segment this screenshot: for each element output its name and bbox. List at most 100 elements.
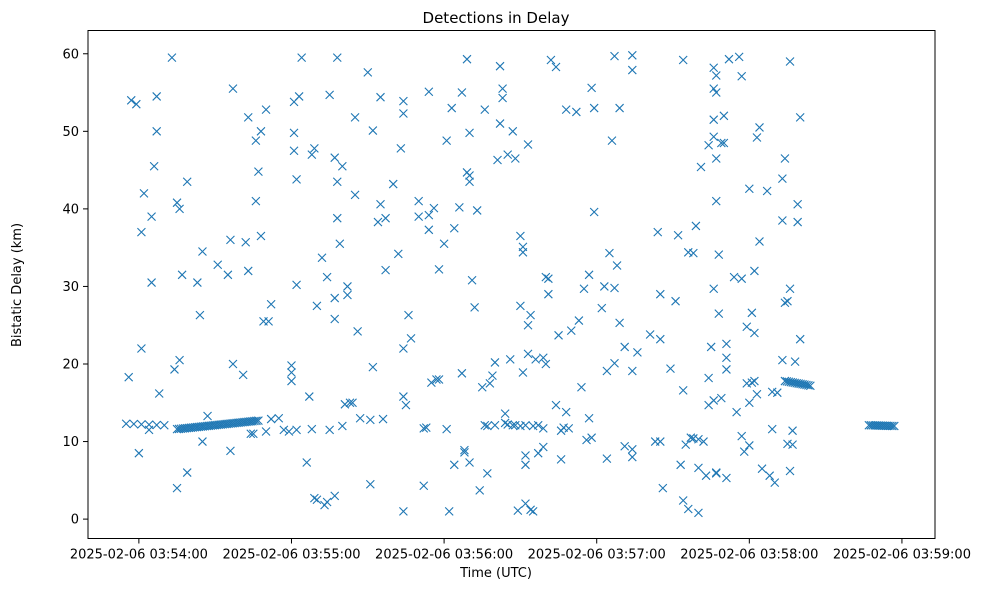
data-point: [465, 458, 474, 467]
x-tick-label: 2025-02-06 03:55:00: [222, 548, 360, 563]
data-point: [292, 175, 301, 184]
data-point: [719, 111, 729, 121]
data-point: [309, 143, 319, 153]
data-point: [355, 413, 365, 423]
data-point: [419, 481, 429, 491]
data-point: [348, 398, 357, 408]
data-point: [279, 425, 289, 435]
data-point: [365, 479, 375, 489]
data-point: [490, 358, 500, 367]
data-point: [121, 419, 131, 429]
data-point: [482, 421, 492, 431]
data-point: [671, 296, 680, 306]
data-point: [365, 415, 375, 425]
data-point: [673, 230, 683, 240]
data-point: [709, 115, 719, 125]
data-point: [620, 441, 630, 451]
data-point: [755, 237, 764, 246]
data-point: [401, 400, 411, 410]
data-point: [579, 284, 589, 294]
data-point: [457, 368, 467, 378]
data-point: [655, 437, 665, 446]
data-point: [744, 184, 754, 194]
data-point: [332, 213, 342, 223]
data-point: [424, 87, 434, 97]
y-tick-label: 0: [71, 513, 79, 528]
data-point: [368, 126, 378, 135]
data-point: [681, 440, 691, 450]
data-point: [322, 272, 332, 282]
data-point: [243, 266, 253, 276]
data-point: [571, 107, 581, 117]
data-point: [488, 371, 497, 381]
data-point: [523, 320, 533, 330]
data-point: [467, 275, 477, 285]
data-point: [172, 198, 182, 208]
data-point: [317, 253, 327, 263]
data-point: [223, 270, 233, 280]
data-point: [584, 413, 594, 423]
data-point: [414, 212, 424, 222]
data-point: [439, 239, 449, 249]
data-point: [729, 272, 739, 282]
data-point: [523, 349, 533, 359]
data-point: [261, 105, 271, 114]
data-point: [493, 155, 502, 165]
data-point: [337, 421, 347, 431]
data-point: [554, 330, 563, 340]
data-point: [691, 221, 701, 231]
x-axis-label: Time (UTC): [459, 566, 532, 581]
data-point: [676, 460, 686, 470]
data-point: [287, 368, 296, 377]
data-point: [615, 103, 624, 113]
data-point: [686, 433, 696, 443]
y-tick-label: 10: [62, 435, 79, 450]
data-point: [256, 126, 266, 136]
data-point: [289, 128, 299, 138]
data-point: [788, 426, 797, 436]
data-point: [137, 419, 146, 429]
data-point: [134, 448, 144, 458]
data-point: [587, 83, 597, 93]
data-point: [343, 282, 352, 291]
data-point: [368, 362, 378, 372]
data-point: [434, 375, 444, 384]
y-tick-label: 30: [62, 280, 79, 295]
data-point: [655, 289, 665, 299]
data-point: [465, 171, 474, 180]
data-point: [500, 418, 510, 428]
data-point: [152, 92, 162, 101]
data-point: [330, 293, 340, 303]
data-point: [752, 133, 762, 142]
data-point: [556, 455, 566, 464]
data-point: [294, 92, 304, 101]
data-point: [551, 62, 561, 72]
data-point: [381, 265, 390, 275]
data-point: [332, 53, 342, 63]
data-point: [307, 424, 317, 434]
data-point: [159, 420, 169, 430]
data-point: [312, 495, 322, 505]
data-point: [538, 353, 548, 363]
data-point: [739, 447, 749, 457]
data-point: [804, 380, 813, 390]
data-point: [312, 301, 322, 311]
chart-title: Detections in Delay: [423, 9, 570, 27]
y-tick-label: 60: [62, 47, 79, 62]
data-point: [777, 174, 787, 184]
data-point: [683, 504, 693, 514]
data-point: [426, 378, 436, 387]
data-point: [744, 441, 754, 450]
data-point: [480, 105, 490, 114]
data-point: [742, 322, 752, 332]
data-point: [584, 270, 594, 280]
data-point: [516, 301, 525, 311]
x-axis: 2025-02-06 03:54:00 2025-02-06 03:55:00 20…: [70, 538, 971, 563]
data-point: [490, 420, 500, 430]
data-point: [526, 505, 535, 515]
data-point: [653, 227, 663, 237]
data-point: [442, 136, 452, 146]
data-point: [330, 153, 340, 163]
data-point: [434, 264, 444, 274]
data-point: [793, 217, 803, 227]
